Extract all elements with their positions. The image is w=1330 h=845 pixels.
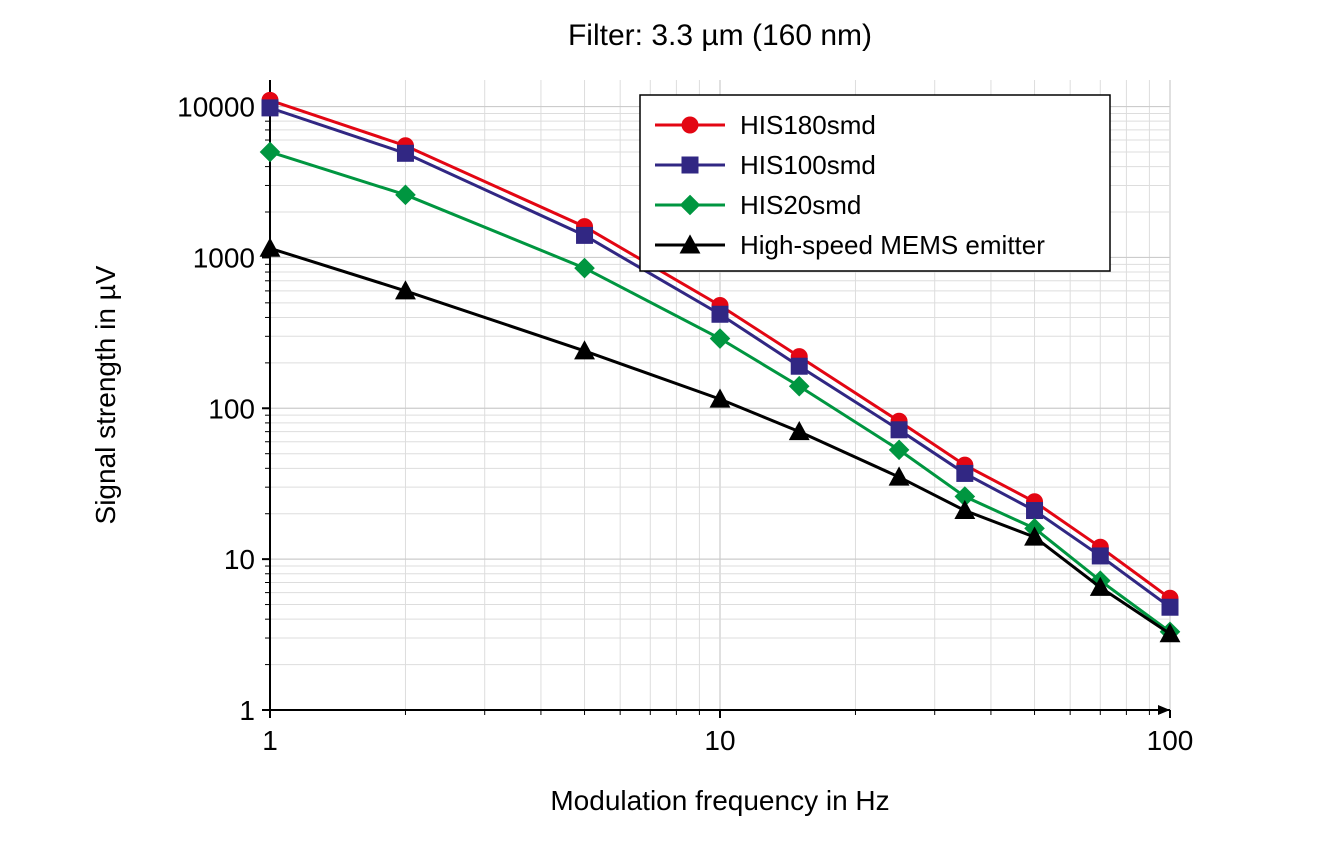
data-marker bbox=[1027, 503, 1043, 519]
legend-label: High-speed MEMS emitter bbox=[740, 230, 1045, 260]
data-marker bbox=[397, 145, 413, 161]
y-tick-label: 1 bbox=[239, 695, 255, 726]
data-marker bbox=[712, 306, 728, 322]
data-marker bbox=[1092, 548, 1108, 564]
data-marker bbox=[682, 157, 698, 173]
x-tick-label: 1 bbox=[262, 725, 278, 756]
data-marker bbox=[1162, 599, 1178, 615]
x-tick-label: 100 bbox=[1147, 725, 1194, 756]
x-tick-label: 10 bbox=[704, 725, 735, 756]
y-tick-label: 10000 bbox=[177, 92, 255, 123]
y-tick-label: 1000 bbox=[193, 242, 255, 273]
chart-container: 1 10 100 1 10 100 1000 10000 Filter: 3.3 µm (160… bbox=[0, 0, 1330, 845]
legend-label: HIS20smd bbox=[740, 190, 861, 220]
chart-title: Filter: 3.3 µm (160 nm) bbox=[568, 19, 872, 52]
data-marker bbox=[891, 422, 907, 438]
chart-svg: 1 10 100 1 10 100 1000 10000 Filter: 3.3 µm (160… bbox=[0, 0, 1330, 845]
y-tick-label: 10 bbox=[224, 544, 255, 575]
data-marker bbox=[262, 100, 278, 116]
data-marker bbox=[577, 227, 593, 243]
y-axis-label: Signal strength in µV bbox=[90, 265, 121, 524]
x-axis-label: Modulation frequency in Hz bbox=[550, 785, 889, 816]
y-tick-label: 100 bbox=[208, 393, 255, 424]
legend-label: HIS100smd bbox=[740, 150, 876, 180]
data-marker bbox=[957, 465, 973, 481]
legend-label: HIS180smd bbox=[740, 110, 876, 140]
data-marker bbox=[682, 117, 698, 133]
data-marker bbox=[791, 358, 807, 374]
